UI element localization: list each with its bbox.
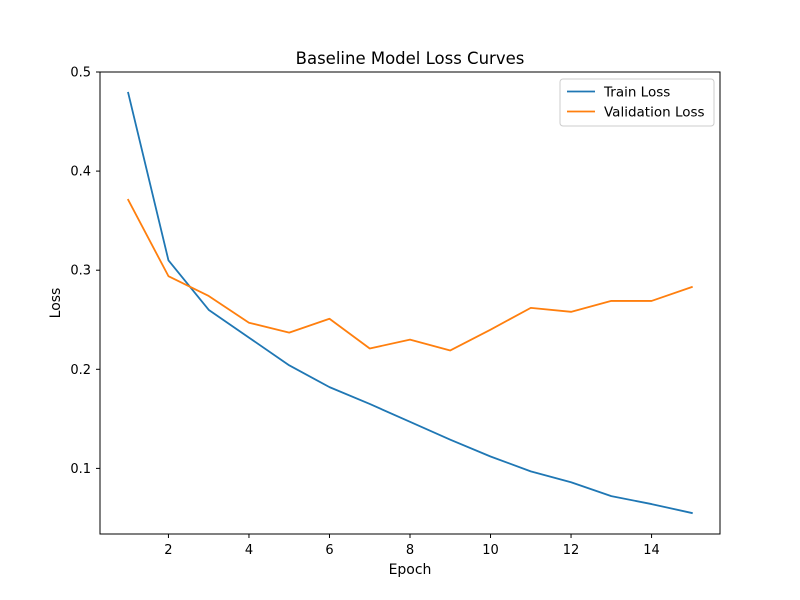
series-layer <box>126 91 693 515</box>
legend-box <box>559 78 715 127</box>
x-tick-label: 12 <box>563 543 580 558</box>
y-axis-label: Loss <box>48 288 64 319</box>
legend: Train Loss Validation Loss <box>559 78 715 127</box>
plot-area <box>100 72 720 534</box>
x-tick-label: 10 <box>482 543 499 558</box>
chart-title: Baseline Model Loss Curves <box>296 49 525 68</box>
x-axis-ticks: 2 4 6 8 10 12 14 <box>164 534 660 558</box>
x-tick-label: 8 <box>406 543 414 558</box>
plot-frame <box>99 71 721 535</box>
y-tick-label: 0.4 <box>70 165 91 180</box>
x-tick-label: 4 <box>245 543 253 558</box>
x-tick-label: 6 <box>325 543 333 558</box>
y-tick-label: 0.3 <box>70 264 91 279</box>
y-axis-ticks: 0.1 0.2 0.3 0.4 0.5 <box>70 66 100 477</box>
series-line-validation-loss <box>126 198 693 352</box>
x-tick-label: 14 <box>643 543 660 558</box>
x-tick-label: 2 <box>164 543 172 558</box>
y-tick-label: 0.2 <box>70 363 91 378</box>
legend-entry-label: Validation Loss <box>604 105 705 121</box>
x-axis-label: Epoch <box>389 562 432 578</box>
y-tick-label: 0.5 <box>70 66 91 81</box>
legend-entry-label: Train Loss <box>603 85 670 101</box>
series-line-train-loss <box>127 91 693 515</box>
y-tick-label: 0.1 <box>70 462 91 477</box>
